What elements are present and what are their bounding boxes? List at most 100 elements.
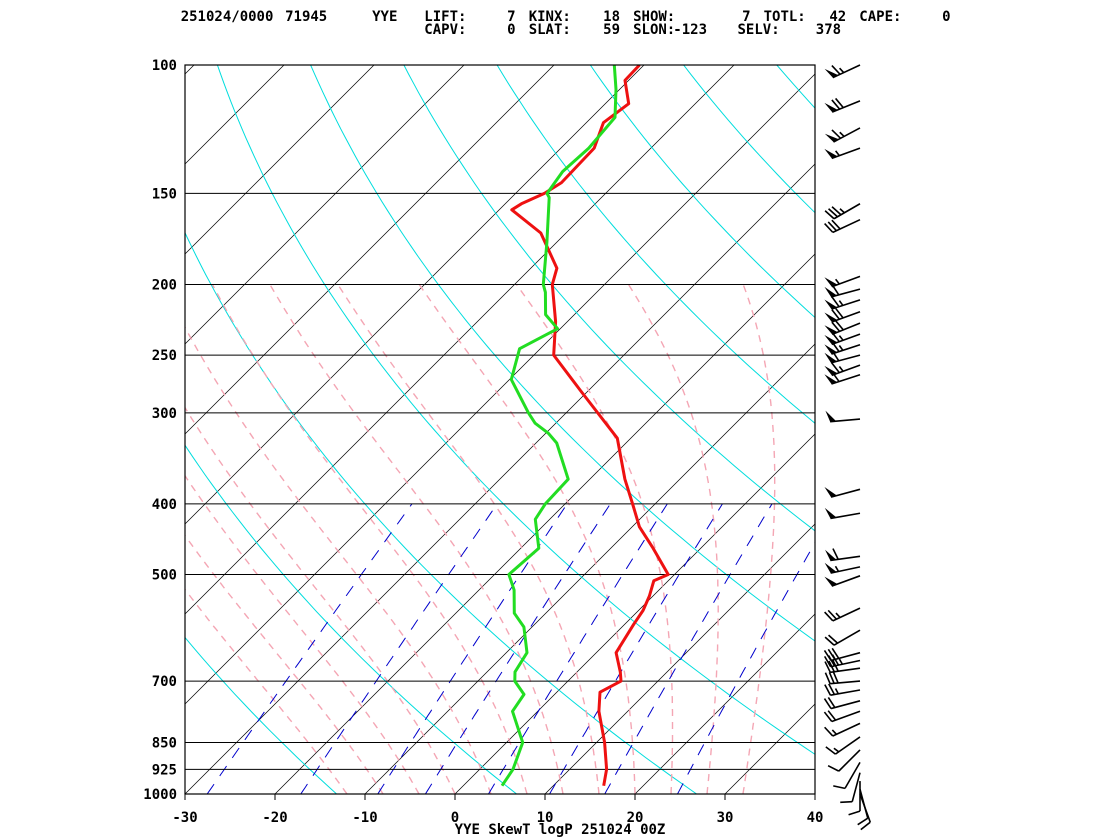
moist-adiabat-line — [185, 474, 420, 794]
dry-adiabat-line — [185, 636, 337, 794]
mixing-ratio-line — [206, 503, 413, 794]
temperature-tick-label: 20 — [627, 810, 644, 826]
isotherm-line — [634, 613, 815, 794]
dewpoint-profile-line — [500, 65, 618, 787]
header-field: 71945 — [285, 9, 328, 25]
dry-adiabat-line — [310, 65, 815, 642]
dry-adiabat-line — [683, 65, 815, 214]
header-field: 378 — [815, 22, 842, 38]
header-field: SELV: — [737, 22, 780, 38]
header-field: 7 — [507, 9, 516, 25]
header-field: SLAT: — [528, 22, 571, 38]
header-field: 0 — [942, 9, 951, 25]
isotherm-line — [0, 65, 104, 794]
wind-barb — [824, 722, 861, 737]
plot-frame — [184, 64, 816, 795]
wind-barb — [824, 97, 861, 113]
dry-adiabat-line — [963, 65, 1120, 794]
wind-barb — [824, 147, 861, 160]
mixing-ratio-line — [424, 503, 611, 794]
header-field: TOTL: — [763, 9, 806, 25]
isotherm-line — [185, 65, 555, 435]
isotherm-line — [185, 65, 735, 615]
dry-adiabat-line — [185, 444, 517, 794]
temperature-tick-label: 40 — [807, 810, 824, 826]
header-field: -123 — [673, 22, 707, 38]
isotherm-line — [814, 793, 815, 794]
isotherm-line — [364, 343, 815, 794]
dry-adiabat-line — [589, 65, 815, 319]
isotherm-line — [185, 73, 815, 705]
isotherm-line — [185, 65, 375, 255]
header-field: SLON: — [633, 22, 676, 38]
wind-barb — [848, 781, 861, 816]
isotherm-line — [185, 65, 285, 165]
dry-adiabat-line — [403, 65, 815, 532]
header-field: 251024/0000 — [180, 9, 274, 25]
pressure-tick-label: 1000 — [143, 787, 177, 803]
wind-barb — [824, 683, 861, 696]
wind-barb — [825, 548, 861, 562]
wind-barb — [824, 362, 861, 377]
wind-barb — [859, 793, 872, 831]
header-field: 0 — [507, 22, 516, 38]
isotherm-line — [724, 703, 815, 794]
wind-barb — [824, 307, 861, 323]
dry-adiabat-line — [496, 65, 815, 424]
chart-title: YYE SkewT logP 251024 00Z — [455, 822, 666, 838]
pressure-tick-label: 400 — [152, 497, 177, 513]
dry-adiabat-line — [0, 65, 157, 794]
isotherm-line — [185, 163, 815, 794]
moist-adiabat-line — [269, 284, 564, 794]
temperature-profile-line — [510, 65, 670, 786]
pressure-tick-label: 850 — [152, 736, 177, 752]
pressure-tick-label: 250 — [152, 348, 177, 364]
moist-adiabat-line — [185, 588, 348, 794]
wind-barb — [824, 671, 861, 685]
moist-adiabat-line — [185, 534, 384, 794]
wind-barb — [824, 562, 861, 574]
wind-barb — [827, 749, 861, 772]
wind-barb — [824, 296, 861, 310]
header-field: CAPE: — [859, 9, 902, 25]
pressure-tick-label: 100 — [152, 58, 177, 74]
header-field: 7 — [742, 9, 751, 25]
isotherm-line — [544, 523, 815, 794]
wind-barb — [824, 629, 861, 646]
wind-barb — [824, 331, 861, 346]
wind-barb — [824, 320, 861, 336]
temperature-tick-label: -20 — [262, 810, 287, 826]
header-field: 42 — [829, 9, 847, 25]
wind-barb — [824, 64, 861, 79]
isotherm-line — [274, 253, 815, 794]
wind-barb — [823, 697, 861, 710]
moist-adiabat-line — [185, 325, 492, 794]
wind-barb — [824, 218, 861, 234]
dry-adiabat-line — [870, 65, 1120, 794]
wind-barb — [833, 761, 861, 790]
sounding-header: 251024/0000 71945 YYE LIFT: 7 KINX: 18 SHOW: 7 TO… — [0, 0, 1120, 44]
moist-adiabat-line — [337, 284, 600, 794]
wind-barb — [824, 507, 861, 520]
temperature-tick-label: -10 — [352, 810, 377, 826]
moist-adiabat-line — [627, 284, 719, 794]
wind-barb — [824, 203, 861, 220]
pressure-tick-label: 700 — [152, 674, 177, 690]
wind-barb — [824, 660, 861, 674]
isotherm-line — [185, 65, 645, 525]
isotherm-line — [185, 65, 465, 345]
wind-barb — [824, 371, 861, 385]
pressure-tick-label: 300 — [152, 406, 177, 422]
temperature-tick-label: 30 — [717, 810, 734, 826]
header-field: LIFT: — [424, 9, 467, 25]
pressure-tick-label: 150 — [152, 186, 177, 202]
moist-adiabat-line — [742, 284, 776, 794]
dry-adiabat-line — [216, 65, 815, 755]
wind-barb — [824, 350, 861, 364]
wind-barb — [825, 410, 861, 423]
pressure-tick-label: 500 — [152, 568, 177, 584]
wind-barb — [824, 607, 861, 622]
header-field: KINX: — [528, 9, 571, 25]
pressure-tick-label: 925 — [152, 762, 177, 778]
